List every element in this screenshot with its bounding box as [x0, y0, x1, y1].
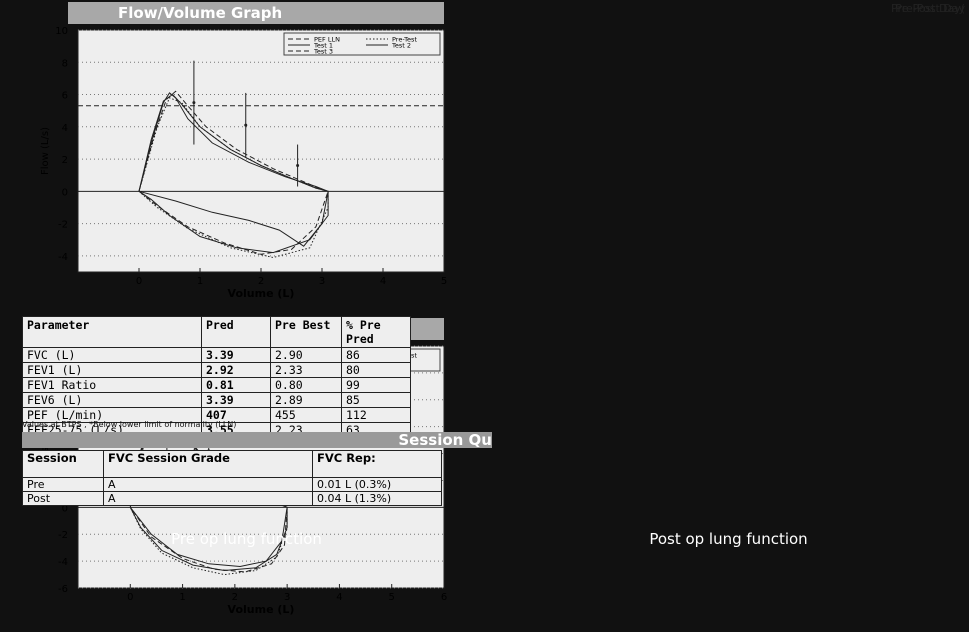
- legend-label: Test 3: [313, 48, 333, 56]
- x-axis-label: Volume (L): [228, 603, 295, 616]
- x-tick-label: 0: [136, 276, 142, 287]
- header-text: Pre-Post Day: [895, 2, 965, 15]
- y-axis-label: Flow (L/s): [40, 127, 51, 175]
- caption: Pre op lung function: [8, 530, 485, 548]
- x-tick-label: 0: [127, 592, 133, 603]
- table-cell: Pre: [23, 478, 104, 492]
- table-cell: A: [104, 492, 313, 506]
- legend-label: Test 2: [391, 42, 411, 50]
- table-cell: 3.39: [202, 348, 271, 363]
- table-cell: 2.92: [202, 363, 271, 378]
- table-cell: 99: [342, 378, 411, 393]
- table-cell: 455: [271, 408, 342, 423]
- y-tick-label: 4: [62, 123, 68, 134]
- table-cell: Post: [23, 492, 104, 506]
- table-cell: 0.80: [271, 378, 342, 393]
- x-tick-label: 2: [258, 276, 264, 287]
- column-header: Parameter: [23, 317, 202, 348]
- y-tick-label: 6: [62, 91, 68, 102]
- table-cell: 3.39: [202, 393, 271, 408]
- predicted-point: [244, 124, 247, 127]
- x-tick-label: 2: [232, 592, 238, 603]
- table-cell: 0.04 L (1.3%): [313, 492, 442, 506]
- table-cell: 80: [342, 363, 411, 378]
- x-tick-label: 5: [389, 592, 395, 603]
- predicted-point: [296, 164, 299, 167]
- table-cell: FEV6 (L): [23, 393, 202, 408]
- table-cell: 112: [342, 408, 411, 423]
- chart-title: Flow/Volume Graph: [118, 4, 282, 22]
- y-tick-label: -6: [58, 584, 68, 595]
- table-cell: 2.90: [271, 348, 342, 363]
- table-cell: 0.81: [202, 378, 271, 393]
- x-tick-label: 6: [441, 592, 447, 603]
- y-tick-label: -4: [58, 557, 68, 568]
- y-tick-label: 2: [62, 155, 68, 166]
- y-tick-label: 0: [62, 187, 68, 198]
- predicted-point: [192, 101, 195, 104]
- column-header: FVC Session Grade: [104, 451, 313, 478]
- table-cell: A: [104, 478, 313, 492]
- footnote: Values at BTPS , *Below lower limit of n…: [22, 420, 236, 429]
- y-tick-label: 8: [62, 58, 68, 69]
- x-tick-label: 1: [197, 276, 203, 287]
- table-cell: 2.33: [271, 363, 342, 378]
- x-tick-label: 3: [319, 276, 325, 287]
- column-header: Session: [23, 451, 104, 478]
- x-tick-label: 4: [380, 276, 386, 287]
- table-cell: FVC (L): [23, 348, 202, 363]
- table-cell: FEV1 (L): [23, 363, 202, 378]
- caption: Post op lung function: [490, 530, 967, 548]
- table-cell: 0.01 L (0.3%): [313, 478, 442, 492]
- section-header: Session Qu: [22, 432, 492, 448]
- plot-area: [78, 30, 444, 272]
- column-header: Pre Best: [271, 317, 342, 348]
- x-tick-label: 4: [336, 592, 342, 603]
- x-axis-label: Volume (L): [228, 287, 295, 300]
- page-panel: Pre-Post DayFlow/Volume Graph-6-4-202468…: [0, 316, 969, 632]
- column-header: % Pre Pred: [342, 317, 411, 348]
- y-tick-label: -2: [58, 220, 68, 231]
- y-tick-label: -4: [58, 252, 68, 263]
- column-header: Pred: [202, 317, 271, 348]
- table-cell: 86: [342, 348, 411, 363]
- table-cell: 85: [342, 393, 411, 408]
- x-tick-label: 3: [284, 592, 290, 603]
- table-cell: FEV1 Ratio: [23, 378, 202, 393]
- x-tick-label: 5: [441, 276, 447, 287]
- column-header: FVC Rep:: [313, 451, 442, 478]
- y-tick-label: 10: [55, 26, 68, 37]
- chart: Flow/Volume Graph -4 -2 0 2 4 6 8 10 0 1 2 3 4 5 Volume…: [0, 0, 477, 312]
- x-tick-label: 1: [179, 592, 185, 603]
- table-cell: 2.89: [271, 393, 342, 408]
